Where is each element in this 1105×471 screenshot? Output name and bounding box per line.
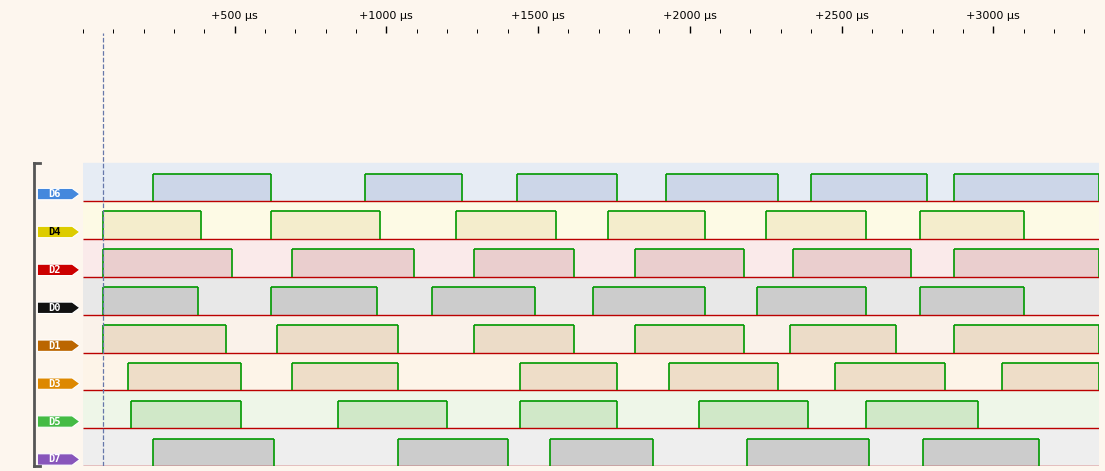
Bar (698, 401, 808, 429)
Bar (432, 287, 535, 315)
Polygon shape (38, 454, 80, 465)
Text: D2: D2 (49, 265, 61, 275)
Polygon shape (38, 340, 80, 351)
Bar (924, 439, 1039, 466)
Bar (292, 363, 399, 390)
Bar (399, 439, 507, 466)
Text: D0: D0 (49, 303, 61, 313)
Bar (954, 325, 1099, 352)
Polygon shape (38, 416, 80, 427)
Bar (811, 174, 926, 201)
Bar (103, 250, 232, 276)
Bar (920, 287, 1023, 315)
Bar (131, 401, 241, 429)
Bar (83, 352, 1099, 390)
Bar (592, 287, 705, 315)
Text: D4: D4 (49, 227, 61, 237)
Bar (866, 401, 978, 429)
Bar (338, 401, 448, 429)
Bar (277, 325, 399, 352)
Bar (517, 174, 617, 201)
Bar (152, 174, 271, 201)
Bar (835, 363, 945, 390)
Bar (365, 174, 462, 201)
Bar (954, 250, 1099, 276)
Bar (920, 211, 1023, 239)
Bar (519, 401, 617, 429)
Bar (83, 276, 1099, 315)
Bar (128, 363, 241, 390)
Bar (292, 250, 413, 276)
Bar (271, 287, 377, 315)
Bar (83, 315, 1099, 352)
Bar (954, 174, 1099, 201)
Bar (635, 325, 745, 352)
Bar (474, 325, 575, 352)
Bar (474, 250, 575, 276)
Bar (83, 163, 1099, 201)
Bar (103, 287, 198, 315)
Bar (83, 201, 1099, 239)
Bar (790, 325, 896, 352)
Text: D3: D3 (49, 379, 61, 389)
Bar (271, 211, 380, 239)
Bar (456, 211, 556, 239)
Bar (103, 211, 201, 239)
Text: D7: D7 (49, 455, 61, 464)
Bar (83, 390, 1099, 429)
Bar (747, 439, 869, 466)
Text: D1: D1 (49, 341, 61, 351)
Bar (519, 363, 617, 390)
Bar (152, 439, 274, 466)
Polygon shape (38, 188, 80, 200)
Bar (757, 287, 866, 315)
Text: D6: D6 (49, 189, 61, 199)
Bar (103, 325, 225, 352)
Polygon shape (38, 226, 80, 238)
Polygon shape (38, 302, 80, 314)
Bar (665, 174, 778, 201)
Bar (635, 250, 745, 276)
Polygon shape (38, 264, 80, 276)
Polygon shape (38, 378, 80, 390)
Bar (766, 211, 866, 239)
Bar (83, 239, 1099, 276)
Bar (83, 429, 1099, 466)
Bar (793, 250, 912, 276)
Bar (1002, 363, 1099, 390)
Text: D5: D5 (49, 416, 61, 427)
Bar (608, 211, 705, 239)
Bar (669, 363, 778, 390)
Bar (550, 439, 653, 466)
